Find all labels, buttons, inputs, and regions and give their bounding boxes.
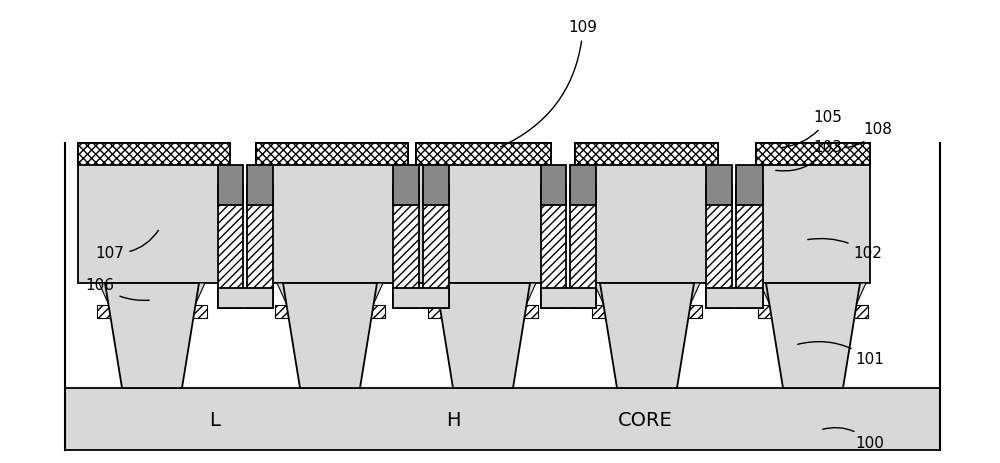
- Bar: [218, 165, 243, 205]
- Bar: [393, 165, 419, 205]
- Bar: [256, 143, 408, 283]
- Polygon shape: [706, 185, 732, 308]
- Text: 103: 103: [776, 140, 842, 171]
- Bar: [428, 305, 538, 318]
- Text: 101: 101: [798, 342, 884, 368]
- Polygon shape: [218, 185, 243, 308]
- Polygon shape: [99, 283, 122, 325]
- Bar: [756, 143, 870, 283]
- Bar: [256, 143, 408, 165]
- Polygon shape: [283, 283, 377, 388]
- Bar: [541, 288, 596, 308]
- Text: 109: 109: [501, 20, 598, 147]
- Polygon shape: [541, 185, 566, 308]
- Polygon shape: [736, 185, 763, 308]
- Polygon shape: [247, 185, 273, 308]
- Polygon shape: [760, 283, 783, 325]
- Bar: [756, 143, 870, 165]
- Polygon shape: [423, 185, 449, 308]
- Text: 107: 107: [96, 230, 158, 261]
- Bar: [218, 288, 273, 308]
- Bar: [78, 143, 230, 165]
- Polygon shape: [677, 283, 700, 325]
- Text: 106: 106: [86, 277, 149, 300]
- Text: 102: 102: [808, 238, 882, 261]
- Bar: [416, 143, 551, 165]
- Text: H: H: [446, 411, 460, 430]
- Bar: [706, 165, 732, 205]
- Polygon shape: [430, 283, 453, 325]
- Polygon shape: [393, 185, 419, 308]
- Text: CORE: CORE: [618, 411, 672, 430]
- Polygon shape: [277, 283, 300, 325]
- Bar: [247, 165, 273, 205]
- Polygon shape: [570, 185, 596, 308]
- Polygon shape: [105, 283, 199, 388]
- Bar: [541, 165, 566, 205]
- Polygon shape: [594, 283, 617, 325]
- Bar: [97, 305, 207, 318]
- Polygon shape: [513, 283, 536, 325]
- Text: 105: 105: [781, 111, 842, 148]
- Polygon shape: [360, 283, 383, 325]
- Bar: [65, 388, 940, 450]
- Bar: [570, 165, 596, 205]
- Bar: [575, 143, 718, 165]
- Bar: [393, 288, 449, 308]
- Text: 100: 100: [823, 428, 884, 450]
- Polygon shape: [182, 283, 205, 325]
- Polygon shape: [766, 283, 860, 388]
- Bar: [758, 305, 868, 318]
- Text: 108: 108: [846, 123, 892, 148]
- Bar: [736, 165, 763, 205]
- Bar: [575, 143, 718, 283]
- Bar: [423, 165, 449, 205]
- Polygon shape: [600, 283, 694, 388]
- Bar: [275, 305, 385, 318]
- Polygon shape: [843, 283, 866, 325]
- Polygon shape: [436, 283, 530, 388]
- Bar: [592, 305, 702, 318]
- Bar: [78, 143, 230, 283]
- Bar: [706, 288, 763, 308]
- Bar: [416, 143, 551, 283]
- Text: L: L: [210, 411, 220, 430]
